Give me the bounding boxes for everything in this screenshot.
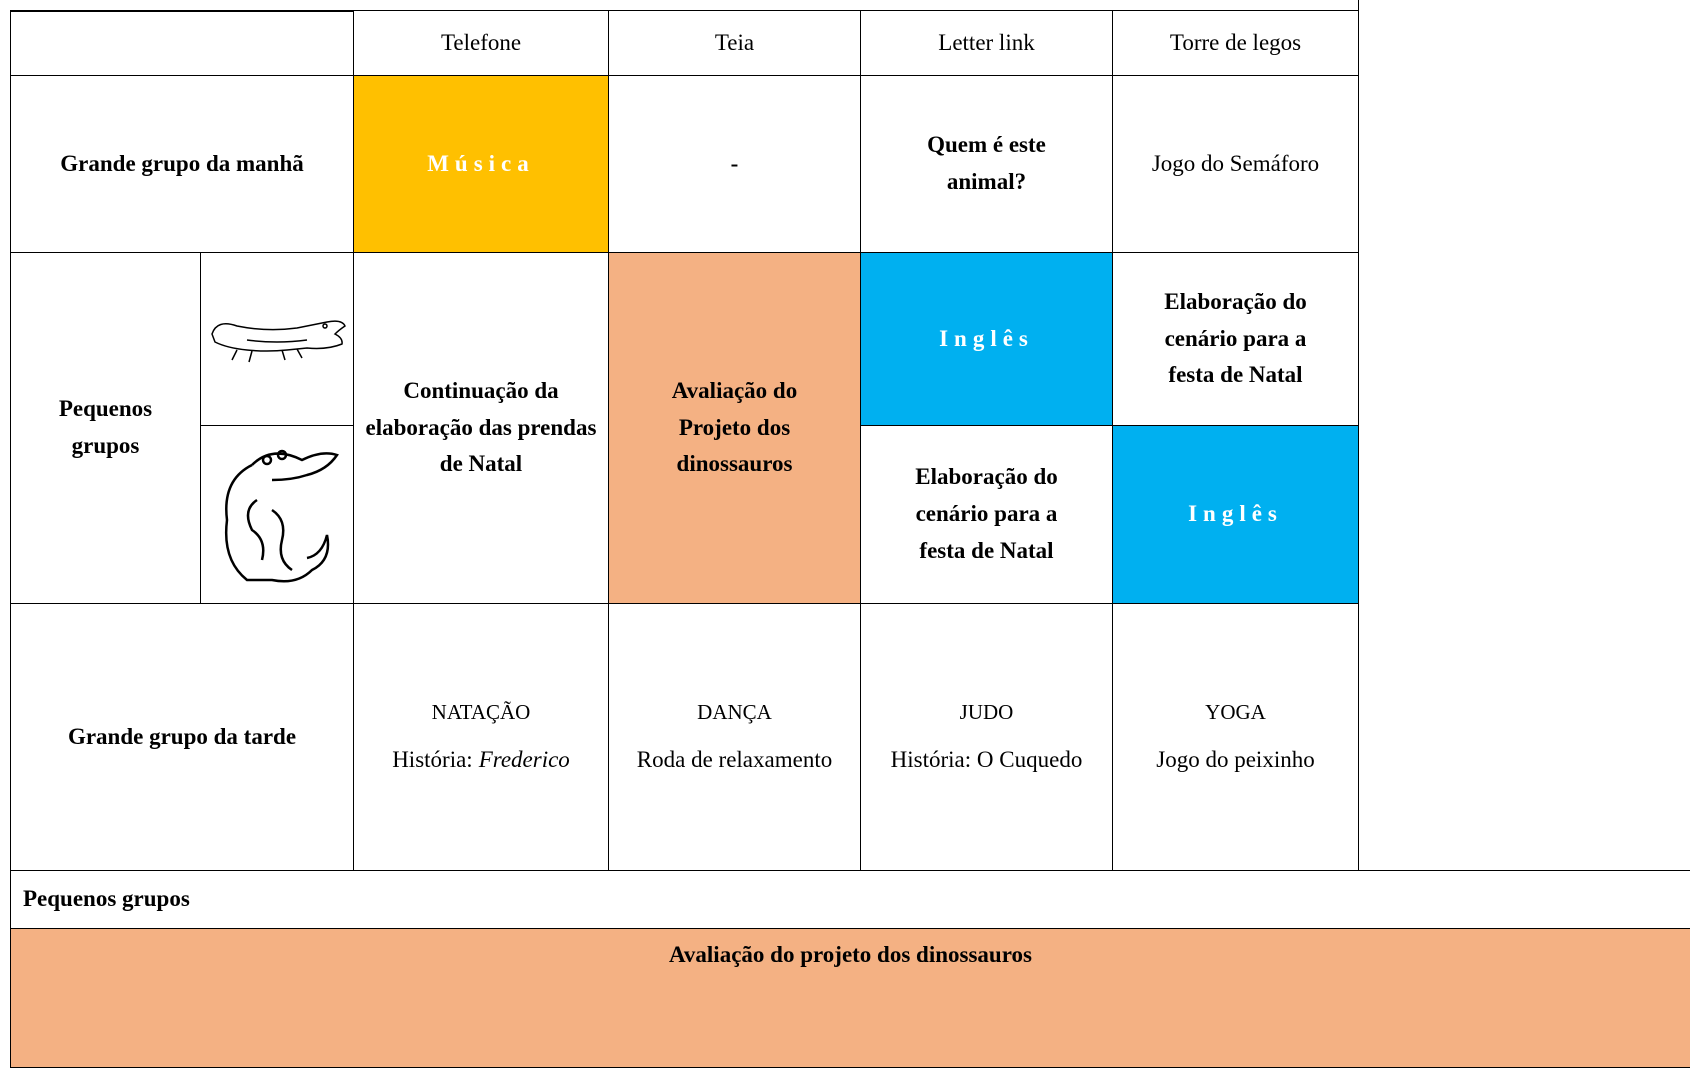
dinosaur-image [200,425,354,604]
crocodile-drawing [211,320,346,363]
activity: YOGA [1205,699,1266,724]
activity-detail: Roda de relaxamento [636,746,833,772]
header-text: Teia [714,29,755,55]
story: História: Frederico [392,735,570,786]
header-text: Telefone [440,29,522,55]
cell: Quem é este animal? [860,75,1113,253]
label-text: Grande grupo da manhã [60,150,304,176]
row-label: Grande grupo da manhã [10,75,354,253]
row-label: Grande grupo da tarde [10,603,354,871]
activity: DANÇA [697,699,772,724]
cell-text: Quem é este animal? [927,132,1046,194]
footer-banner: Avaliação do projeto dos dinossauros [10,928,1690,1068]
cell: Jogo do Semáforo [1112,75,1359,253]
corner-cell [10,10,354,76]
cell-text: Elaboração do cenário para a festa de Na… [1164,288,1307,388]
activity-detail: História: O Cuquedo [890,746,1083,772]
label-text: Pequenos grupos [23,886,190,912]
row-label: Pequenos grupos [10,252,201,604]
story-prefix: História: [392,746,473,772]
cell: - [608,75,861,253]
cell: Avaliação do Projeto dos dinossauros [608,252,861,604]
cell-text: Jogo do Semáforo [1151,150,1320,176]
activity: NATAÇÃO [431,699,531,724]
story-title: Frederico [478,746,570,772]
cell-text: Elaboração do cenário para a festa de Na… [915,464,1058,563]
cell: NATAÇÃO História: Frederico [353,603,609,871]
column-header: Telefone [353,10,609,76]
column-header: Teia [608,10,861,76]
crocodile-image [200,252,354,426]
cell-text: - [730,150,739,176]
banner-text: Avaliação do projeto dos dinossauros [669,942,1032,967]
cell-text: Avaliação do Projeto dos dinossauros [671,377,798,477]
dinosaur-drawing [225,449,339,582]
header-text: Torre de legos [1169,29,1302,55]
cell: Inglês [860,252,1113,426]
empty-column [1358,0,1690,871]
cell: Elaboração do cenário para a festa de Na… [1112,252,1359,426]
label-text: Grande grupo da tarde [67,723,297,749]
cell-text: Música [427,150,535,176]
header-text: Letter link [938,29,1035,55]
cell: DANÇA Roda de relaxamento [608,603,861,871]
activity-detail: Jogo do peixinho [1156,746,1315,772]
cell: Música [353,75,609,253]
label-text: Pequenos grupos [58,396,153,458]
cell: Inglês [1112,425,1359,604]
cell-text: Inglês [939,325,1034,351]
cell-text: Continuação da elaboração das prendas de… [365,377,597,477]
activity: JUDO [959,699,1014,724]
cell: Continuação da elaboração das prendas de… [353,252,609,604]
column-header: Letter link [860,10,1113,76]
cell: JUDO História: O Cuquedo [860,603,1113,871]
column-header: Torre de legos [1112,10,1359,76]
cell-text: Inglês [1188,501,1283,527]
cell: YOGA Jogo do peixinho [1112,603,1359,871]
footer-label: Pequenos grupos [10,870,1690,929]
cell: Elaboração do cenário para a festa de Na… [860,425,1113,604]
